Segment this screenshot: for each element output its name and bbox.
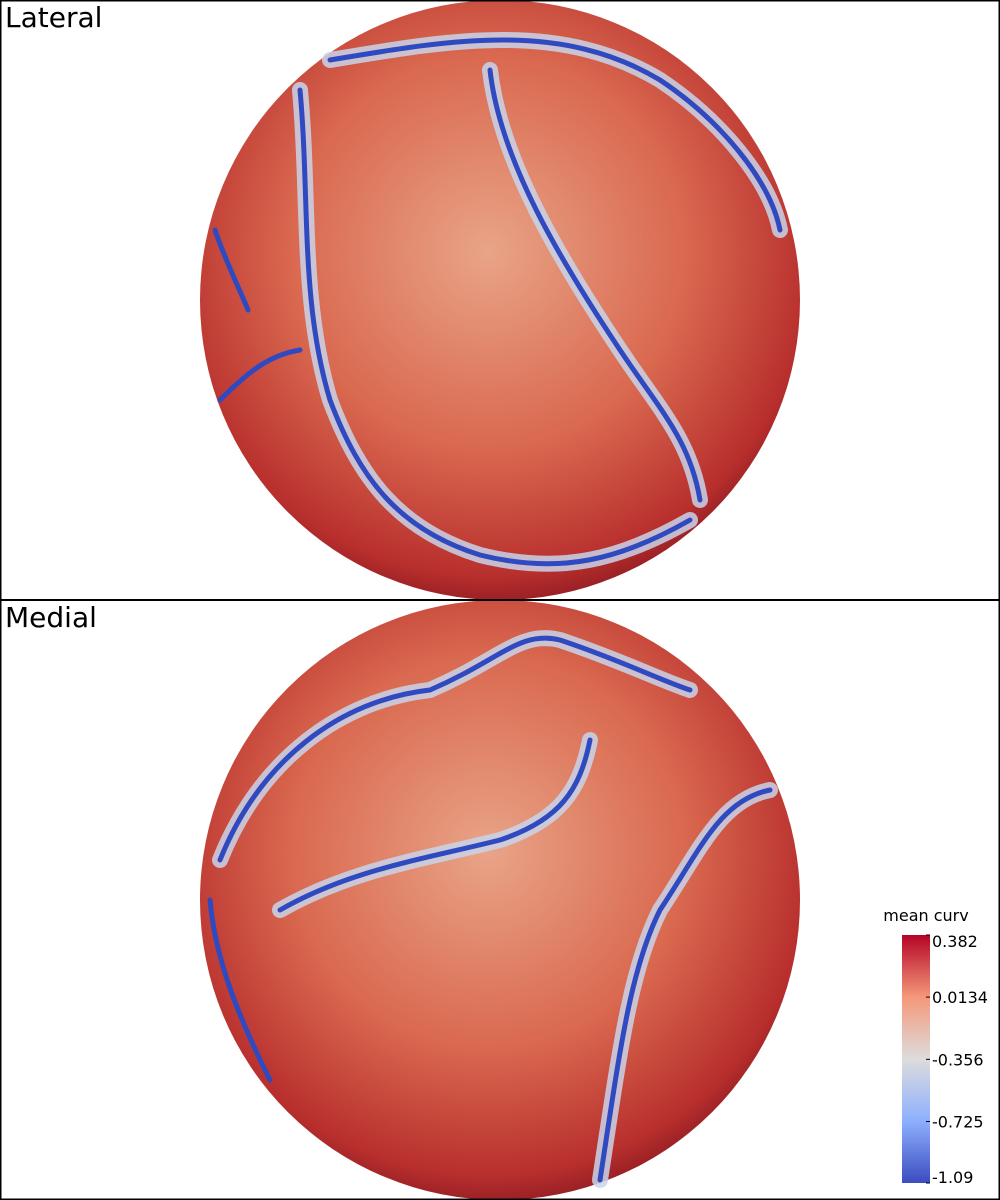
colorbar-tick-label: -1.09 [932, 1168, 973, 1187]
colorbar-tick-label: -0.356 [932, 1050, 984, 1069]
lateral-view [200, 1, 800, 599]
panel-label: Medial [5, 601, 97, 634]
sulci [207, 630, 778, 1188]
colorbar-tick-label: -0.725 [932, 1113, 984, 1132]
colorbar-tick-label: 0.382 [932, 932, 978, 951]
colorbar: mean curv 0.382 0.0134 -0.356 -0.725 -1.09 [883, 906, 988, 1187]
colorbar-gradient [902, 935, 930, 1183]
sulci [212, 32, 788, 572]
panel-label: Lateral [5, 1, 102, 34]
medial-view [200, 601, 800, 1199]
colorbar-tick-label: 0.0134 [932, 988, 988, 1007]
sphere [200, 601, 800, 1199]
colorbar-title: mean curv [883, 906, 968, 925]
